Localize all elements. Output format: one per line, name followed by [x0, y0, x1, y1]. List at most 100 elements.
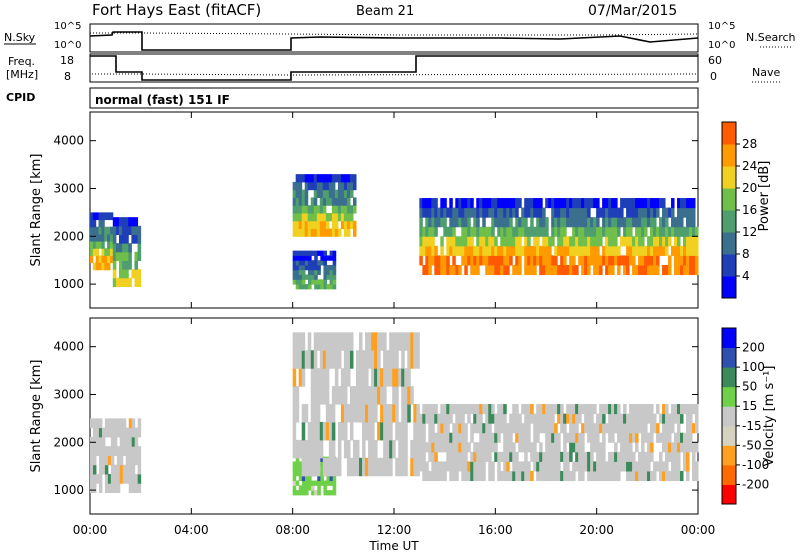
power-cell	[545, 217, 549, 228]
velocity-cell	[611, 423, 615, 434]
power-cell	[352, 174, 357, 183]
velocity-cell	[425, 413, 429, 424]
power-cell	[527, 264, 531, 276]
velocity-cell	[479, 470, 483, 482]
power-cell	[310, 212, 315, 222]
velocity-cell	[362, 404, 366, 423]
velocity-cell	[524, 461, 528, 472]
velocity-cell	[497, 423, 501, 434]
power-cell	[446, 264, 450, 276]
power-cell	[500, 198, 504, 209]
power-cell	[497, 264, 501, 276]
power-cell	[578, 255, 582, 266]
velocity-cell	[515, 432, 519, 443]
power-cell	[476, 264, 480, 276]
velocity-cell	[122, 446, 127, 456]
power-cell	[467, 226, 471, 237]
power-cell	[317, 279, 321, 285]
velocity-cell	[536, 413, 540, 424]
velocity-cell	[455, 461, 459, 472]
colorbar-frame	[721, 327, 737, 505]
colorbar-tick-label: -100	[742, 458, 769, 472]
power-cell	[566, 207, 570, 218]
velocity-cell	[518, 432, 522, 443]
velocity-cell	[346, 404, 351, 423]
power-cell	[112, 243, 117, 253]
power-cell	[352, 220, 357, 230]
power-cell	[557, 245, 561, 256]
velocity-cell	[422, 442, 426, 453]
velocity-cell	[602, 432, 606, 443]
velocity-cell	[503, 451, 507, 462]
colorbar-swatch	[722, 122, 736, 145]
time-x-axis: 00:00 04:00 08:00 12:00 16:00 20:00 00:00	[73, 112, 715, 537]
velocity-cell	[452, 461, 456, 472]
velocity-cell	[437, 432, 441, 443]
power-cell	[343, 189, 348, 198]
power-cell	[455, 264, 459, 276]
power-cell	[326, 269, 331, 276]
power-cell	[343, 205, 348, 214]
power-cell	[467, 255, 471, 266]
power-cell	[292, 274, 297, 280]
velocity-cell	[349, 386, 354, 405]
velocity-cell	[413, 421, 417, 441]
velocity-cell	[536, 423, 540, 434]
power-cell	[524, 207, 528, 218]
velocity-cell	[671, 404, 675, 415]
velocity-cell	[521, 423, 525, 434]
power-cell	[301, 260, 306, 266]
velocity-cell	[383, 332, 387, 351]
velocity-cell	[575, 461, 579, 472]
velocity-cell	[431, 404, 435, 415]
power-cell	[689, 226, 693, 237]
power-cell	[656, 207, 660, 218]
velocity-cell	[343, 350, 348, 369]
power-cell	[560, 245, 564, 256]
power-cell	[539, 264, 543, 276]
power-cell	[530, 255, 534, 266]
power-cell	[434, 198, 438, 209]
colorbar-tick-label: -50	[742, 438, 762, 452]
power-cell	[340, 205, 345, 214]
power-cell	[332, 279, 337, 285]
velocity-cell	[587, 404, 591, 415]
velocity-cell	[383, 386, 387, 405]
velocity-cell	[404, 439, 408, 459]
power-cell	[446, 226, 450, 237]
power-cell	[575, 207, 579, 218]
velocity-cell	[371, 368, 375, 387]
velocity-cell	[104, 446, 109, 456]
power-cell	[650, 226, 654, 237]
velocity-cell	[680, 470, 684, 482]
power-cell	[346, 228, 351, 237]
power-cell	[473, 245, 477, 256]
velocity-cell	[419, 423, 423, 434]
velocity-cell	[128, 446, 133, 456]
power-cell	[428, 245, 432, 256]
velocity-cell	[563, 442, 567, 453]
velocity-cell	[638, 461, 642, 472]
velocity-cell	[584, 404, 588, 415]
velocity-cell	[419, 461, 423, 472]
y-tick-label: 3000	[53, 181, 84, 195]
velocity-cell	[575, 423, 579, 434]
velocity-cell	[650, 470, 654, 482]
power-cell	[319, 220, 324, 230]
power-cell	[428, 255, 432, 266]
velocity-cell	[125, 427, 130, 438]
velocity-cell	[653, 461, 657, 472]
velocity-cell	[298, 470, 303, 477]
velocity-cell	[476, 413, 480, 424]
power-cell	[641, 236, 645, 247]
power-cell	[491, 226, 495, 237]
power-cell	[611, 255, 615, 266]
velocity-cell	[524, 470, 528, 482]
power-cell	[112, 277, 117, 287]
power-cell	[304, 250, 309, 256]
power-cell	[137, 251, 142, 261]
velocity-cell	[431, 423, 435, 434]
velocity-cell	[635, 432, 639, 443]
velocity-cell	[386, 457, 390, 477]
